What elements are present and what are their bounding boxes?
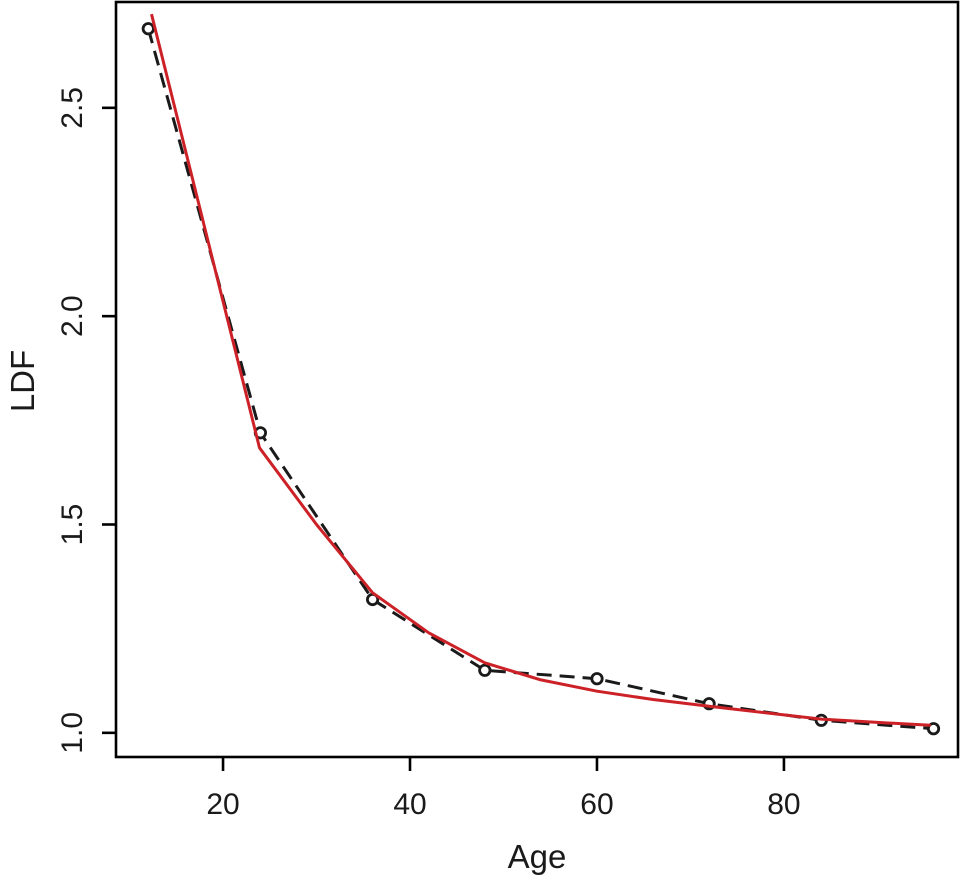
series-line-fitted-ldf-curve [150,13,931,727]
axis-ticks: 20 40 60 80 1.0 1.5 2.0 2.5 [56,87,801,821]
plot-border [114,0,960,759]
data-point-marker [590,672,604,686]
x-tick-label: 80 [767,788,800,821]
x-tick-label: 40 [393,788,426,821]
y-axis-title: LDF [4,350,41,412]
data-point-marker [141,22,155,36]
x-tick-label: 20 [206,788,239,821]
y-tick-label: 1.5 [56,504,89,546]
x-axis-title: Age [508,838,567,875]
data-point-marker [926,722,941,736]
data-series [141,13,941,736]
y-tick-label: 2.5 [56,87,89,129]
y-tick-label: 2.0 [56,295,89,337]
y-tick-label: 1.0 [56,712,89,754]
series-line-observed-ldf-dashed [146,28,934,731]
x-tick-label: 60 [580,788,613,821]
data-point-marker [478,663,492,677]
